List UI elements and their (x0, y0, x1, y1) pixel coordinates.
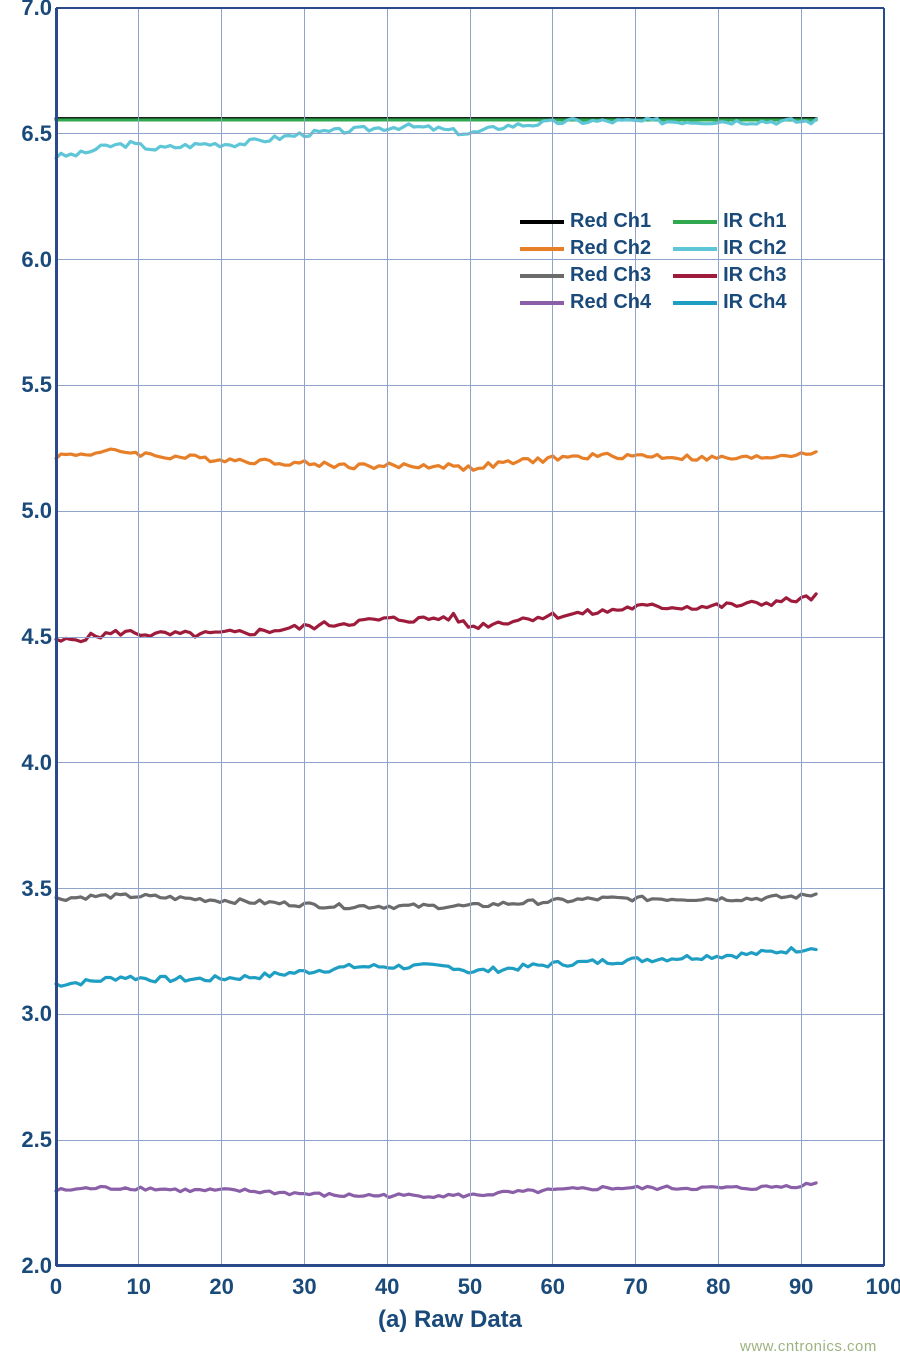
watermark: www.cntronics.com (740, 1338, 877, 1355)
x-tick-label: 50 (458, 1274, 482, 1300)
legend-label: Red Ch2 (570, 237, 651, 260)
axis-border (55, 8, 58, 1266)
legend-swatch (673, 247, 717, 251)
legend-label: Red Ch4 (570, 291, 651, 314)
y-tick-label: 7.0 (4, 0, 52, 21)
legend-item: IR Ch1 (673, 210, 786, 233)
y-tick-label: 2.0 (4, 1253, 52, 1279)
y-tick-label: 3.5 (4, 876, 52, 902)
axis-border (56, 1264, 884, 1267)
x-tick-label: 60 (541, 1274, 565, 1300)
grid-line-horizontal (56, 1014, 884, 1015)
y-tick-label: 6.0 (4, 247, 52, 273)
x-axis-label: (a) Raw Data (0, 1306, 900, 1334)
legend-label: IR Ch3 (723, 264, 786, 287)
grid-line-horizontal (56, 385, 884, 386)
legend-item: Red Ch3 (520, 264, 651, 287)
legend-item: IR Ch4 (673, 291, 786, 314)
grid-line-horizontal (56, 133, 884, 134)
x-tick-label: 100 (866, 1274, 900, 1300)
legend-item: Red Ch2 (520, 237, 651, 260)
legend-label: IR Ch1 (723, 210, 786, 233)
legend-item: Red Ch1 (520, 210, 651, 233)
series-line-red_ch4 (56, 1183, 816, 1198)
legend-swatch (673, 274, 717, 278)
plot-area (56, 8, 884, 1266)
y-tick-label: 4.5 (4, 624, 52, 650)
y-tick-label: 4.0 (4, 750, 52, 776)
chart-container: 2.0 2.5 3.0 3.5 4.0 4.5 5.0 5.5 6.0 6.5 7.0 0 10 20 3… (0, 0, 900, 1366)
legend-item: IR Ch2 (673, 237, 786, 260)
legend-swatch (673, 220, 717, 224)
y-tick-label: 5.0 (4, 498, 52, 524)
x-tick-label: 80 (706, 1274, 730, 1300)
grid-line-horizontal (56, 637, 884, 638)
legend-swatch (520, 274, 564, 278)
x-tick-label: 10 (127, 1274, 151, 1300)
series-line-ir_ch4 (56, 948, 816, 986)
y-tick-label: 6.5 (4, 121, 52, 147)
x-tick-label: 0 (50, 1274, 62, 1300)
grid-line-horizontal (56, 762, 884, 763)
legend-swatch (520, 220, 564, 224)
x-tick-label: 70 (623, 1274, 647, 1300)
legend: Red Ch1 IR Ch1 Red Ch2 IR Ch2 Red Ch3 IR Ch3 R… (520, 210, 786, 314)
legend-item: IR Ch3 (673, 264, 786, 287)
legend-label: Red Ch3 (570, 264, 651, 287)
series-line-red_ch2 (56, 449, 816, 470)
y-tick-label: 2.5 (4, 1127, 52, 1153)
legend-item: Red Ch4 (520, 291, 651, 314)
legend-label: IR Ch2 (723, 237, 786, 260)
series-line-ir_ch2 (56, 118, 816, 158)
legend-swatch (520, 301, 564, 305)
legend-label: IR Ch4 (723, 291, 786, 314)
y-tick-label: 3.0 (4, 1001, 52, 1027)
x-tick-label: 20 (209, 1274, 233, 1300)
series-line-ir_ch3 (56, 594, 816, 642)
y-tick-label: 5.5 (4, 372, 52, 398)
legend-label: Red Ch1 (570, 210, 651, 233)
grid-line-horizontal (56, 511, 884, 512)
x-tick-label: 40 (375, 1274, 399, 1300)
x-tick-label: 30 (292, 1274, 316, 1300)
grid-line-horizontal (56, 1140, 884, 1141)
axis-border (56, 7, 884, 9)
legend-swatch (520, 247, 564, 251)
grid-line-horizontal (56, 888, 884, 889)
legend-swatch (673, 301, 717, 305)
axis-border (883, 8, 885, 1266)
x-tick-label: 90 (789, 1274, 813, 1300)
series-line-red_ch3 (56, 894, 816, 909)
